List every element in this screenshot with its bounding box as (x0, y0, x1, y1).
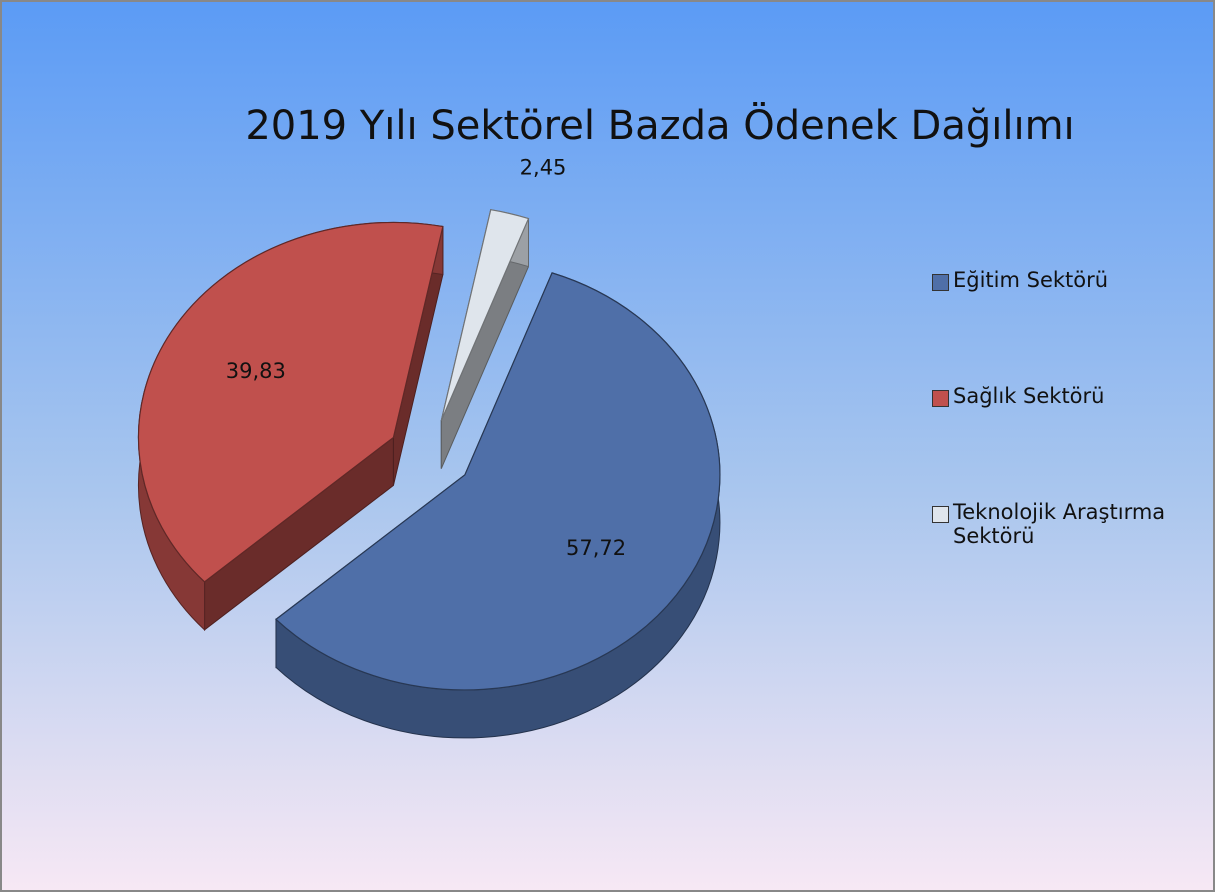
legend-item: Eğitim Sektörü (932, 268, 1182, 292)
legend-label: Eğitim Sektörü (953, 268, 1109, 292)
chart-title: 2019 Yılı Sektörel Bazda Ödenek Dağılımı (245, 101, 1074, 149)
legend-swatch (932, 274, 949, 291)
data-label: 39,83 (226, 359, 286, 383)
pie-slice (137, 221, 444, 583)
legend-label: Sağlık Sektörü (953, 384, 1105, 408)
legend: Eğitim Sektörü Sağlık Sektörü Teknolojik A… (932, 268, 1182, 640)
pie-slice (275, 272, 721, 691)
legend-item: Teknolojik Araştırma Sektörü (932, 500, 1182, 548)
slice-tops: 57,72 39,83 2,45 (137, 156, 721, 691)
legend-swatch (932, 390, 949, 407)
legend-swatch (932, 506, 949, 523)
legend-label: Teknolojik Araştırma Sektörü (953, 500, 1166, 548)
data-label: 57,72 (566, 536, 626, 560)
pie-slice (440, 209, 530, 421)
pie: 57,72 39,83 2,45 (137, 156, 721, 739)
data-label: 2,45 (520, 156, 567, 180)
legend-item: Sağlık Sektörü (932, 384, 1182, 408)
